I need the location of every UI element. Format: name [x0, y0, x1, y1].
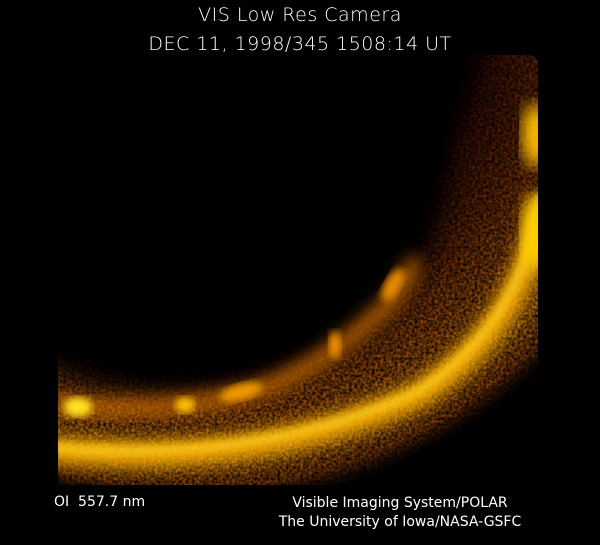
- image-title: VIS Low Res Camera: [198, 4, 402, 26]
- credit-line-1: Visible Imaging System/POLAR: [292, 495, 508, 511]
- filter-label: OI 557.7 nm: [54, 494, 146, 510]
- aurora-image: [58, 55, 538, 485]
- credit-line-2: The University of Iowa/NASA-GSFC: [278, 514, 522, 530]
- credits: Visible Imaging System/POLAR The Univers…: [250, 494, 550, 532]
- image-timestamp: DEC 11, 1998/345 1508:14 UT: [148, 33, 452, 55]
